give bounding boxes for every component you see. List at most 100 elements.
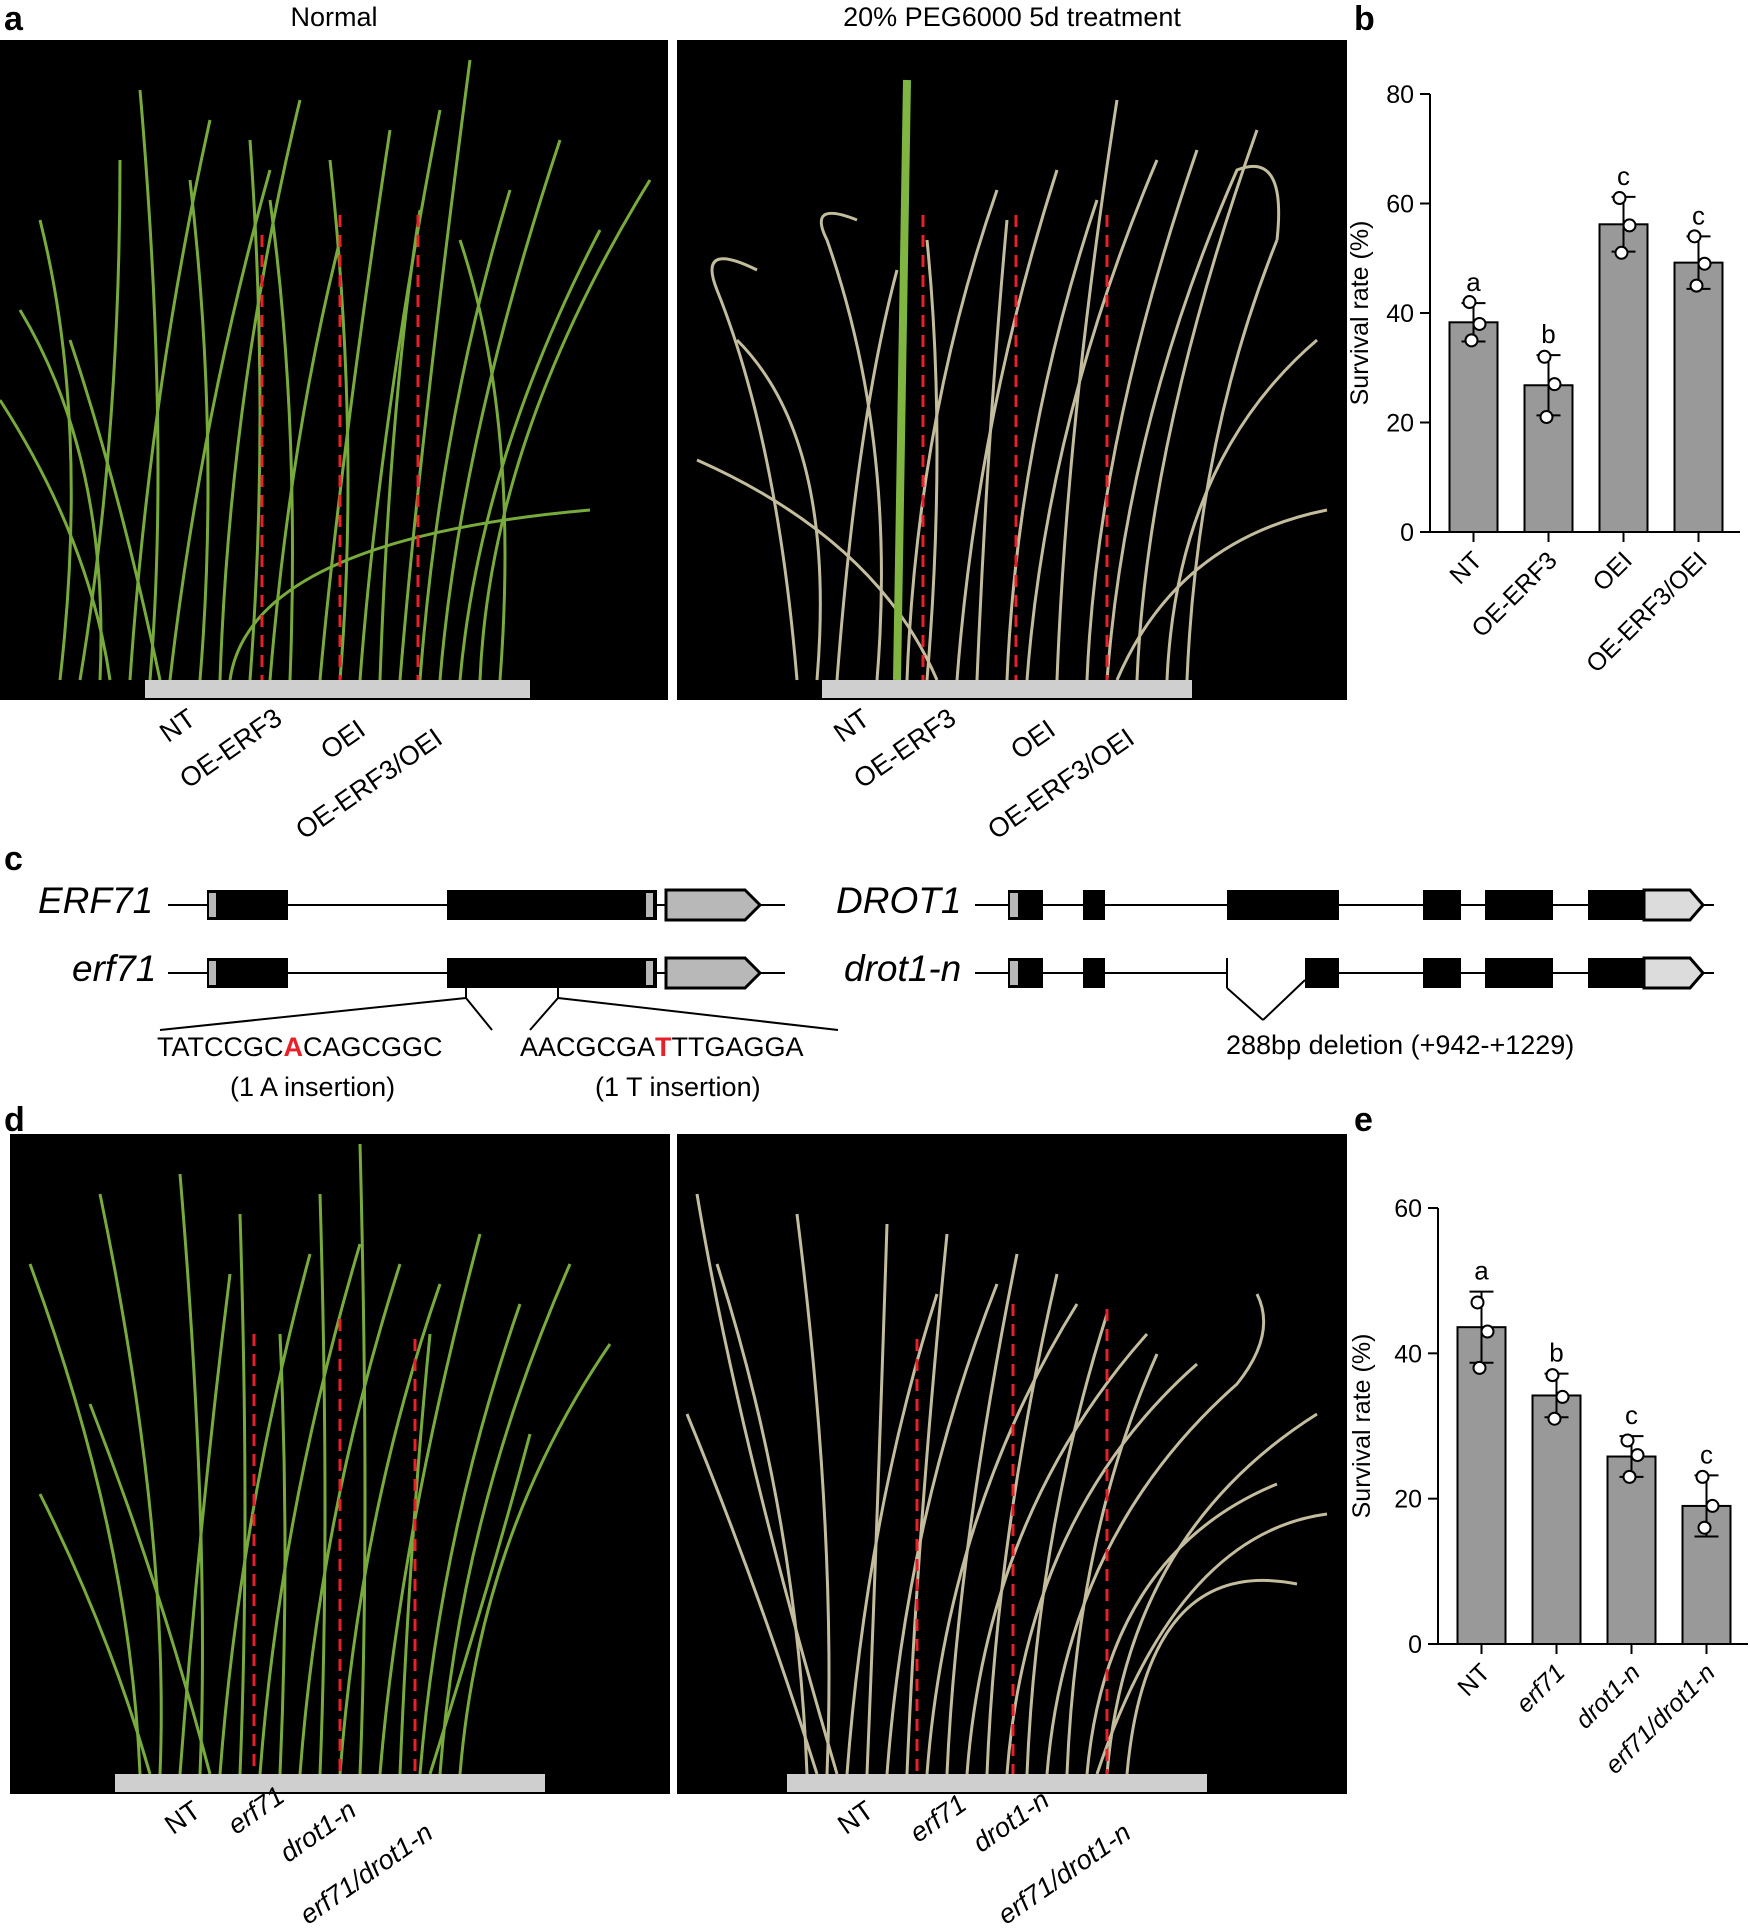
bar	[1456, 1326, 1507, 1645]
panel-letter-a: a	[4, 0, 23, 38]
data-point	[1622, 218, 1637, 233]
bar	[1598, 223, 1649, 533]
chart-e: 0 20 40 60 Survival rate (%) a NT b erf71 c drot1-…	[1340, 1180, 1750, 1925]
plants-healthy-a	[0, 59, 652, 698]
x-tick-label: drot1-n	[1570, 1658, 1646, 1734]
significance-letter: b	[1541, 319, 1555, 349]
data-point	[1547, 1411, 1562, 1426]
data-point	[1555, 1389, 1570, 1404]
y-tick-label: 80	[1386, 81, 1414, 109]
label-d-right-1: erf71	[904, 1788, 972, 1849]
divider-lines	[252, 1319, 417, 1774]
erf71-mut-gene-model	[159, 956, 839, 1031]
drot1-mut-gene-model	[975, 956, 1714, 1021]
data-point	[1622, 1469, 1637, 1484]
y-tick-label: 60	[1394, 1195, 1422, 1223]
data-point	[1547, 377, 1562, 392]
significance-letter: a	[1466, 267, 1481, 297]
leaves	[28, 1143, 612, 1775]
significance-letter: c	[1625, 1400, 1638, 1430]
x-tick-label: erf71	[1511, 1658, 1571, 1718]
y-tick-label: 40	[1394, 1340, 1422, 1368]
significance-letter: b	[1549, 1338, 1563, 1368]
data-point	[1545, 1368, 1560, 1383]
significance-letter: c	[1617, 161, 1630, 191]
bar	[1531, 1394, 1582, 1645]
data-point	[1464, 333, 1479, 348]
photo-peg-a	[677, 40, 1347, 700]
data-point	[1537, 349, 1552, 364]
data-point	[1620, 1433, 1635, 1448]
data-point	[1472, 1360, 1487, 1375]
y-tick-label: 20	[1386, 410, 1414, 438]
seq-erf71-t-insertion: AACGCGATTTGAGGA	[520, 1032, 804, 1062]
data-point	[1480, 1324, 1495, 1339]
divider-lines	[921, 215, 1109, 680]
data-point	[1630, 1448, 1645, 1463]
chart-b: 0 20 40 60 80 Survival rate (%) a NT b OE-ERF3 c OE…	[1340, 70, 1750, 790]
panel-letter-d: d	[4, 1101, 25, 1139]
data-point	[1695, 1469, 1710, 1484]
drot1-gene-model	[975, 888, 1714, 922]
label-d-right-2: drot1-n	[967, 1784, 1055, 1859]
leaves	[685, 1193, 1328, 1775]
y-axis-label: Survival rate (%)	[1348, 1334, 1376, 1519]
tray	[145, 680, 530, 698]
data-point	[1697, 1520, 1712, 1535]
erf71-exon2	[447, 890, 657, 920]
data-point	[1612, 191, 1627, 206]
seq-erf71-a-insertion: TATCCGCACAGCGGC	[157, 1032, 443, 1062]
y-axis-label: Survival rate (%)	[1346, 221, 1374, 406]
tray	[787, 1774, 1207, 1792]
label-a-left-3: OE-ERF3/OEI	[290, 722, 448, 846]
bar	[1673, 261, 1724, 533]
x-tick-label: NT	[1444, 546, 1487, 589]
significance-letter: a	[1474, 1256, 1489, 1286]
label-a-left-0: NT	[154, 702, 201, 749]
y-tick-label: 60	[1386, 191, 1414, 219]
label-d-left-0: NT	[159, 1794, 206, 1841]
leaves	[696, 99, 1328, 681]
panel-letter-b: b	[1354, 0, 1375, 38]
erf71-exon1	[207, 890, 288, 920]
data-point	[1687, 229, 1702, 244]
erf71-utr	[664, 888, 763, 922]
gene-label-erf71-mut: erf71	[72, 948, 157, 989]
photo-peg-d	[677, 1134, 1347, 1794]
tray	[115, 1774, 545, 1792]
plants-healthy-d	[28, 1143, 612, 1792]
y-tick-label: 0	[1400, 519, 1414, 547]
green-leaf	[893, 79, 911, 681]
data-point	[1705, 1498, 1720, 1513]
seq-note-a: (1 A insertion)	[230, 1072, 396, 1102]
photo-normal-d	[10, 1134, 670, 1794]
y-tick-label: 0	[1408, 1631, 1422, 1659]
x-tick-label: NT	[1452, 1658, 1495, 1701]
deletion-note: 288bp deletion (+942-+1229)	[1226, 1030, 1575, 1060]
gene-label-erf71: ERF71	[38, 880, 154, 921]
divider-lines	[260, 215, 420, 680]
x-tick-label: OEI	[1587, 546, 1637, 596]
leaves	[0, 59, 652, 681]
tray	[822, 680, 1192, 698]
plants-wilted-d	[685, 1193, 1328, 1792]
gene-diagram	[159, 888, 1714, 1031]
label-a-right-2: OEI	[1005, 713, 1061, 766]
chart-e-svg: 0 20 40 60 Survival rate (%) a NT b erf71 c drot1-…	[1348, 1195, 1748, 1779]
significance-letter: c	[1700, 1439, 1713, 1469]
photo-normal-a	[0, 40, 668, 700]
data-point	[1462, 295, 1477, 310]
panel-letter-c: c	[4, 840, 23, 878]
gene-label-drot1: DROT1	[836, 880, 962, 921]
label-a-left-2: OEI	[315, 713, 371, 766]
plants-wilted-a	[696, 79, 1328, 698]
data-point	[1697, 256, 1712, 271]
gene-label-drot1-mut: drot1-n	[844, 948, 962, 989]
bar	[1606, 1455, 1657, 1645]
label-a-right-0: NT	[828, 702, 875, 749]
data-point	[1614, 245, 1629, 260]
significance-letter: c	[1692, 200, 1705, 230]
data-point	[1539, 410, 1554, 425]
y-tick-label: 20	[1394, 1486, 1422, 1514]
